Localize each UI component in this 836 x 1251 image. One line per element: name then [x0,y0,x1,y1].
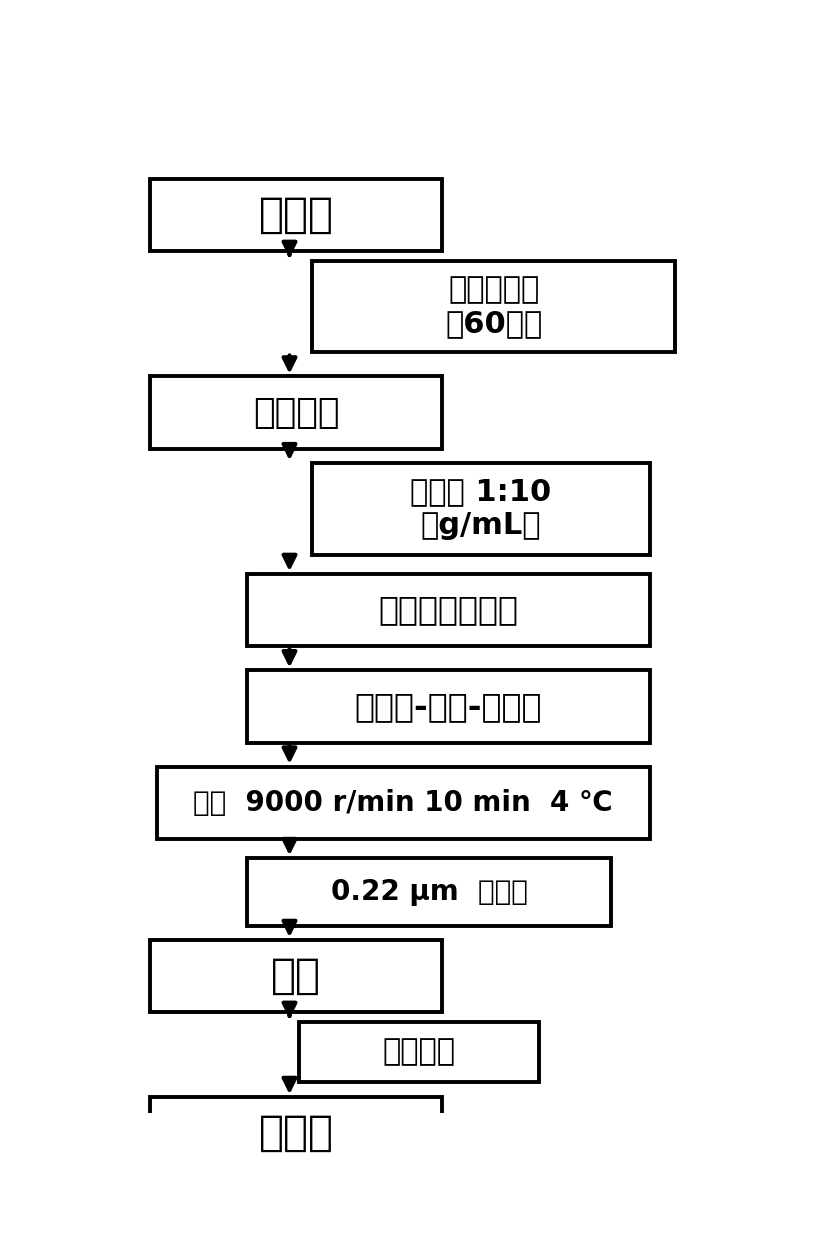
FancyBboxPatch shape [247,858,610,926]
FancyBboxPatch shape [299,1022,538,1082]
Text: 料液比 1:10
（g/mL）: 料液比 1:10 （g/mL） [410,478,551,540]
Text: 紫苏叶粉: 紫苏叶粉 [252,395,339,429]
FancyBboxPatch shape [247,574,649,647]
FancyBboxPatch shape [150,377,441,449]
FancyBboxPatch shape [150,940,441,1012]
Text: 三元低共熔溶剂: 三元低共熔溶剂 [378,593,517,627]
Text: 冷冻干燥: 冷冻干燥 [382,1037,455,1066]
FancyBboxPatch shape [150,179,441,251]
Text: 花青素: 花青素 [258,1112,333,1155]
FancyBboxPatch shape [312,463,649,554]
FancyBboxPatch shape [247,671,649,743]
Text: 滤液: 滤液 [271,955,320,997]
Text: 0.22 μm  孔滤膜: 0.22 μm 孔滤膜 [330,878,527,906]
FancyBboxPatch shape [150,1097,441,1170]
Text: 紫苏叶: 紫苏叶 [258,194,333,236]
FancyBboxPatch shape [156,767,649,839]
FancyBboxPatch shape [312,261,675,353]
Text: 离心  9000 r/min 10 min  4 ℃: 离心 9000 r/min 10 min 4 ℃ [193,788,612,817]
Text: 烘干、粉碎
过60目筛: 烘干、粉碎 过60目筛 [445,275,542,338]
Text: 超声波-微波-紫外光: 超声波-微波-紫外光 [354,689,542,723]
